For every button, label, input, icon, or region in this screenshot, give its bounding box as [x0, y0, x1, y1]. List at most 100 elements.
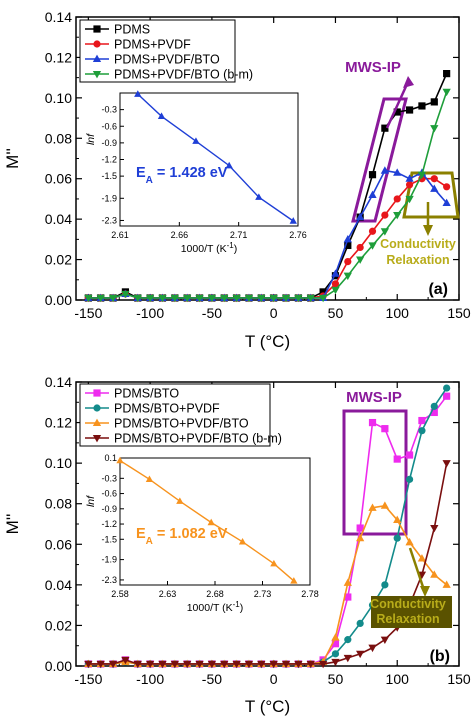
data-point: [356, 256, 365, 264]
data-point: [344, 241, 352, 250]
data-point: [244, 660, 254, 669]
data-point: [380, 501, 390, 509]
data-point: [417, 171, 427, 179]
y-tick-label: 0.00: [45, 658, 72, 674]
x-tick-label: -150: [74, 305, 102, 321]
data-point: [381, 425, 389, 433]
inset-x-tick-label: 2.66: [171, 230, 189, 240]
data-point: [356, 619, 364, 628]
data-point: [393, 195, 401, 203]
data-point: [417, 554, 427, 562]
inset-data-point: [192, 137, 200, 144]
inset-y-tick-label: -0.9: [101, 138, 117, 148]
data-point: [331, 650, 340, 658]
x-tick-label: -50: [202, 305, 222, 321]
data-point: [356, 212, 365, 221]
inset-y-tick-label: -0.3: [101, 105, 117, 115]
data-point: [356, 243, 364, 252]
x-tick-label: 100: [386, 305, 410, 321]
inset-y-tick-label: -0.3: [101, 473, 117, 483]
data-point: [368, 227, 377, 235]
data-point: [393, 515, 402, 524]
y-tick-label: 0.06: [45, 536, 72, 552]
inset-data-point: [207, 518, 215, 526]
data-point: [133, 294, 142, 303]
data-point: [195, 294, 204, 303]
data-point: [405, 537, 414, 546]
data-point: [331, 633, 340, 641]
data-point: [269, 660, 278, 669]
data-point: [443, 384, 451, 392]
data-point: [368, 644, 377, 653]
data-point: [393, 108, 401, 116]
data-point: [257, 294, 266, 303]
relaxation-label: Relaxation: [386, 253, 449, 267]
data-point: [207, 660, 217, 669]
data-point: [417, 571, 427, 580]
y-tick-label: 0.04: [45, 577, 72, 593]
inset-x-tick-label: 2.63: [159, 589, 177, 599]
data-point: [281, 660, 291, 669]
inset-frame: [119, 457, 311, 586]
data-point: [356, 650, 365, 659]
data-point: [442, 580, 451, 588]
inset-data-point: [290, 577, 298, 584]
legend-frame: [79, 19, 236, 83]
data-point: [343, 235, 352, 243]
data-point: [331, 286, 340, 295]
data-point: [430, 570, 439, 578]
x-axis-title: T (°C): [245, 332, 290, 351]
data-point: [331, 280, 340, 288]
inset-data-point: [238, 537, 247, 545]
legend-item: PDMS/BTO: [85, 387, 179, 401]
y-axis-title: M'': [3, 514, 22, 535]
inset: 2.58 2.63 2.68 2.73 2.78 0.1 -0.3 -0.6 -0.9 -1.2 -…: [85, 453, 319, 614]
data-point: [381, 124, 389, 132]
inset-x-tick-label: 2.73: [254, 589, 272, 599]
panel-label: (b): [430, 648, 450, 665]
inset-y-tick-label: -1.9: [101, 555, 117, 565]
legend-frame: [79, 383, 271, 447]
data-point: [418, 102, 426, 110]
y-tick-label: 0.04: [45, 211, 72, 227]
data-point: [418, 416, 426, 425]
conductivity-label-bg: [371, 596, 452, 628]
conductivity-arrow-head: [423, 225, 433, 236]
data-point: [220, 660, 229, 669]
data-point: [343, 578, 352, 586]
x-tick-label: 100: [386, 671, 410, 687]
inset-x-tick-label: 2.76: [289, 230, 307, 240]
data-point: [121, 290, 130, 299]
legend-marker: [93, 404, 101, 412]
activation-energy-label: EA = 1.428 eV: [136, 165, 228, 186]
inset-fit-line: [137, 93, 294, 222]
inset-y-tick-label: -0.6: [101, 489, 117, 499]
y-axis-title: M'': [3, 148, 22, 169]
data-point: [257, 660, 266, 669]
data-point: [393, 455, 401, 463]
data-point: [344, 257, 352, 266]
data-point: [96, 294, 105, 303]
legend-marker: [92, 54, 102, 63]
conductivity-label: Conductivity: [370, 597, 446, 611]
data-point: [207, 294, 217, 303]
legend-marker: [93, 389, 101, 397]
data-point: [306, 294, 315, 303]
conductivity-arrow-head: [420, 586, 430, 597]
x-tick-label: 0: [270, 305, 278, 321]
data-point: [356, 533, 365, 542]
data-point: [393, 212, 402, 220]
data-point: [331, 269, 340, 277]
legend: PDMSPDMS+PVDFPDMS+PVDF/BTOPDMS+PVDF/BTO …: [79, 19, 253, 83]
y-tick-label: 0.06: [45, 171, 72, 187]
activation-energy-label: EA = 1.082 eV: [136, 526, 228, 547]
panel-a: 0.00 0.02 0.04 0.06 0.08 0.10 0.12 0.14 -150 -100…: [3, 9, 471, 351]
data-point: [244, 294, 254, 303]
data-point: [380, 636, 390, 644]
data-point: [442, 460, 451, 468]
conductivity-label: Conductivity: [380, 237, 456, 251]
data-point: [368, 242, 377, 250]
data-point: [331, 640, 340, 648]
data-point: [183, 660, 192, 669]
